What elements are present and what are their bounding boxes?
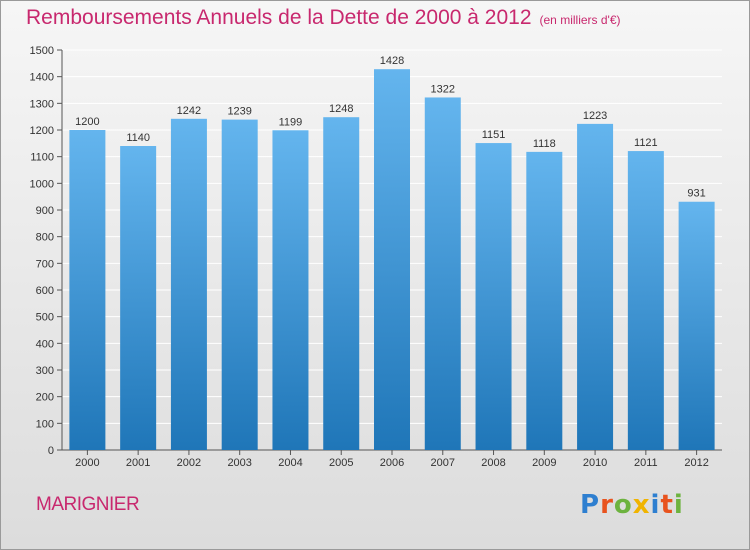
y-tick-label: 700 (36, 258, 54, 270)
x-tick-label: 2010 (583, 457, 607, 469)
commune-name: MARIGNIER (36, 494, 140, 515)
chart-title-text: Remboursements Annuels de la Dette de 20… (26, 6, 532, 29)
bar (526, 151, 563, 450)
data-label: 1223 (583, 110, 607, 122)
bar (170, 118, 207, 451)
y-tick-label: 100 (36, 418, 54, 430)
data-label: 1322 (431, 83, 455, 95)
logo-letter: x (632, 490, 651, 520)
bar (577, 123, 614, 450)
bar (323, 117, 360, 450)
y-tick-label: 900 (36, 205, 54, 217)
logo-letter: i (650, 490, 661, 520)
data-label: 1140 (126, 132, 150, 144)
x-tick-label: 2001 (126, 457, 150, 469)
bar (475, 143, 512, 451)
x-tick-label: 2011 (634, 457, 658, 469)
y-tick-label: 400 (36, 338, 54, 350)
bar (69, 130, 106, 450)
bar (627, 151, 664, 451)
x-tick-label: 2012 (684, 457, 708, 469)
logo-letter: t (660, 490, 674, 520)
x-tick-label: 2002 (177, 457, 201, 469)
logo-letter: i (673, 490, 684, 520)
y-tick-label: 200 (36, 392, 54, 404)
x-tick-label: 2006 (380, 457, 404, 469)
bar (120, 146, 157, 450)
y-tick-label: 600 (36, 285, 54, 297)
proxiti-logo: Proxiti (580, 490, 684, 520)
logo-letter: P (580, 490, 601, 520)
x-tick-label: 2000 (75, 457, 99, 469)
data-label: 931 (687, 188, 705, 200)
data-label: 1151 (482, 129, 506, 141)
x-tick-label: 2004 (278, 457, 302, 469)
data-label: 1121 (634, 137, 658, 149)
bar (374, 69, 410, 450)
data-label: 1239 (227, 106, 251, 118)
x-tick-label: 2008 (481, 457, 505, 469)
chart-title: Remboursements Annuels de la Dette de 20… (26, 6, 621, 30)
y-tick-label: 800 (36, 232, 54, 244)
y-tick-label: 1000 (30, 178, 54, 190)
chart-unit-label: (en milliers d'€) (539, 13, 621, 27)
y-tick-label: 1300 (30, 98, 54, 110)
y-tick-label: 1500 (30, 45, 54, 57)
bar (424, 97, 461, 450)
data-label: 1199 (279, 116, 303, 128)
data-label: 1428 (380, 55, 404, 67)
x-tick-label: 2007 (431, 457, 455, 469)
data-label: 1242 (177, 105, 201, 117)
y-tick-label: 1200 (30, 125, 54, 137)
logo-letter: r (600, 490, 614, 520)
bar (272, 130, 309, 450)
data-label: 1200 (75, 116, 99, 128)
bar (678, 201, 715, 450)
y-tick-label: 500 (36, 312, 54, 324)
x-tick-label: 2003 (227, 457, 251, 469)
bar (221, 119, 258, 450)
y-tick-label: 0 (48, 445, 54, 457)
data-label: 1118 (533, 138, 556, 150)
y-tick-label: 1100 (30, 152, 54, 164)
y-tick-label: 1400 (30, 72, 54, 84)
x-tick-label: 2009 (532, 457, 556, 469)
y-tick-label: 300 (36, 365, 54, 377)
logo-letter: o (613, 490, 633, 520)
data-label: 1248 (329, 103, 353, 115)
x-tick-label: 2005 (329, 457, 353, 469)
